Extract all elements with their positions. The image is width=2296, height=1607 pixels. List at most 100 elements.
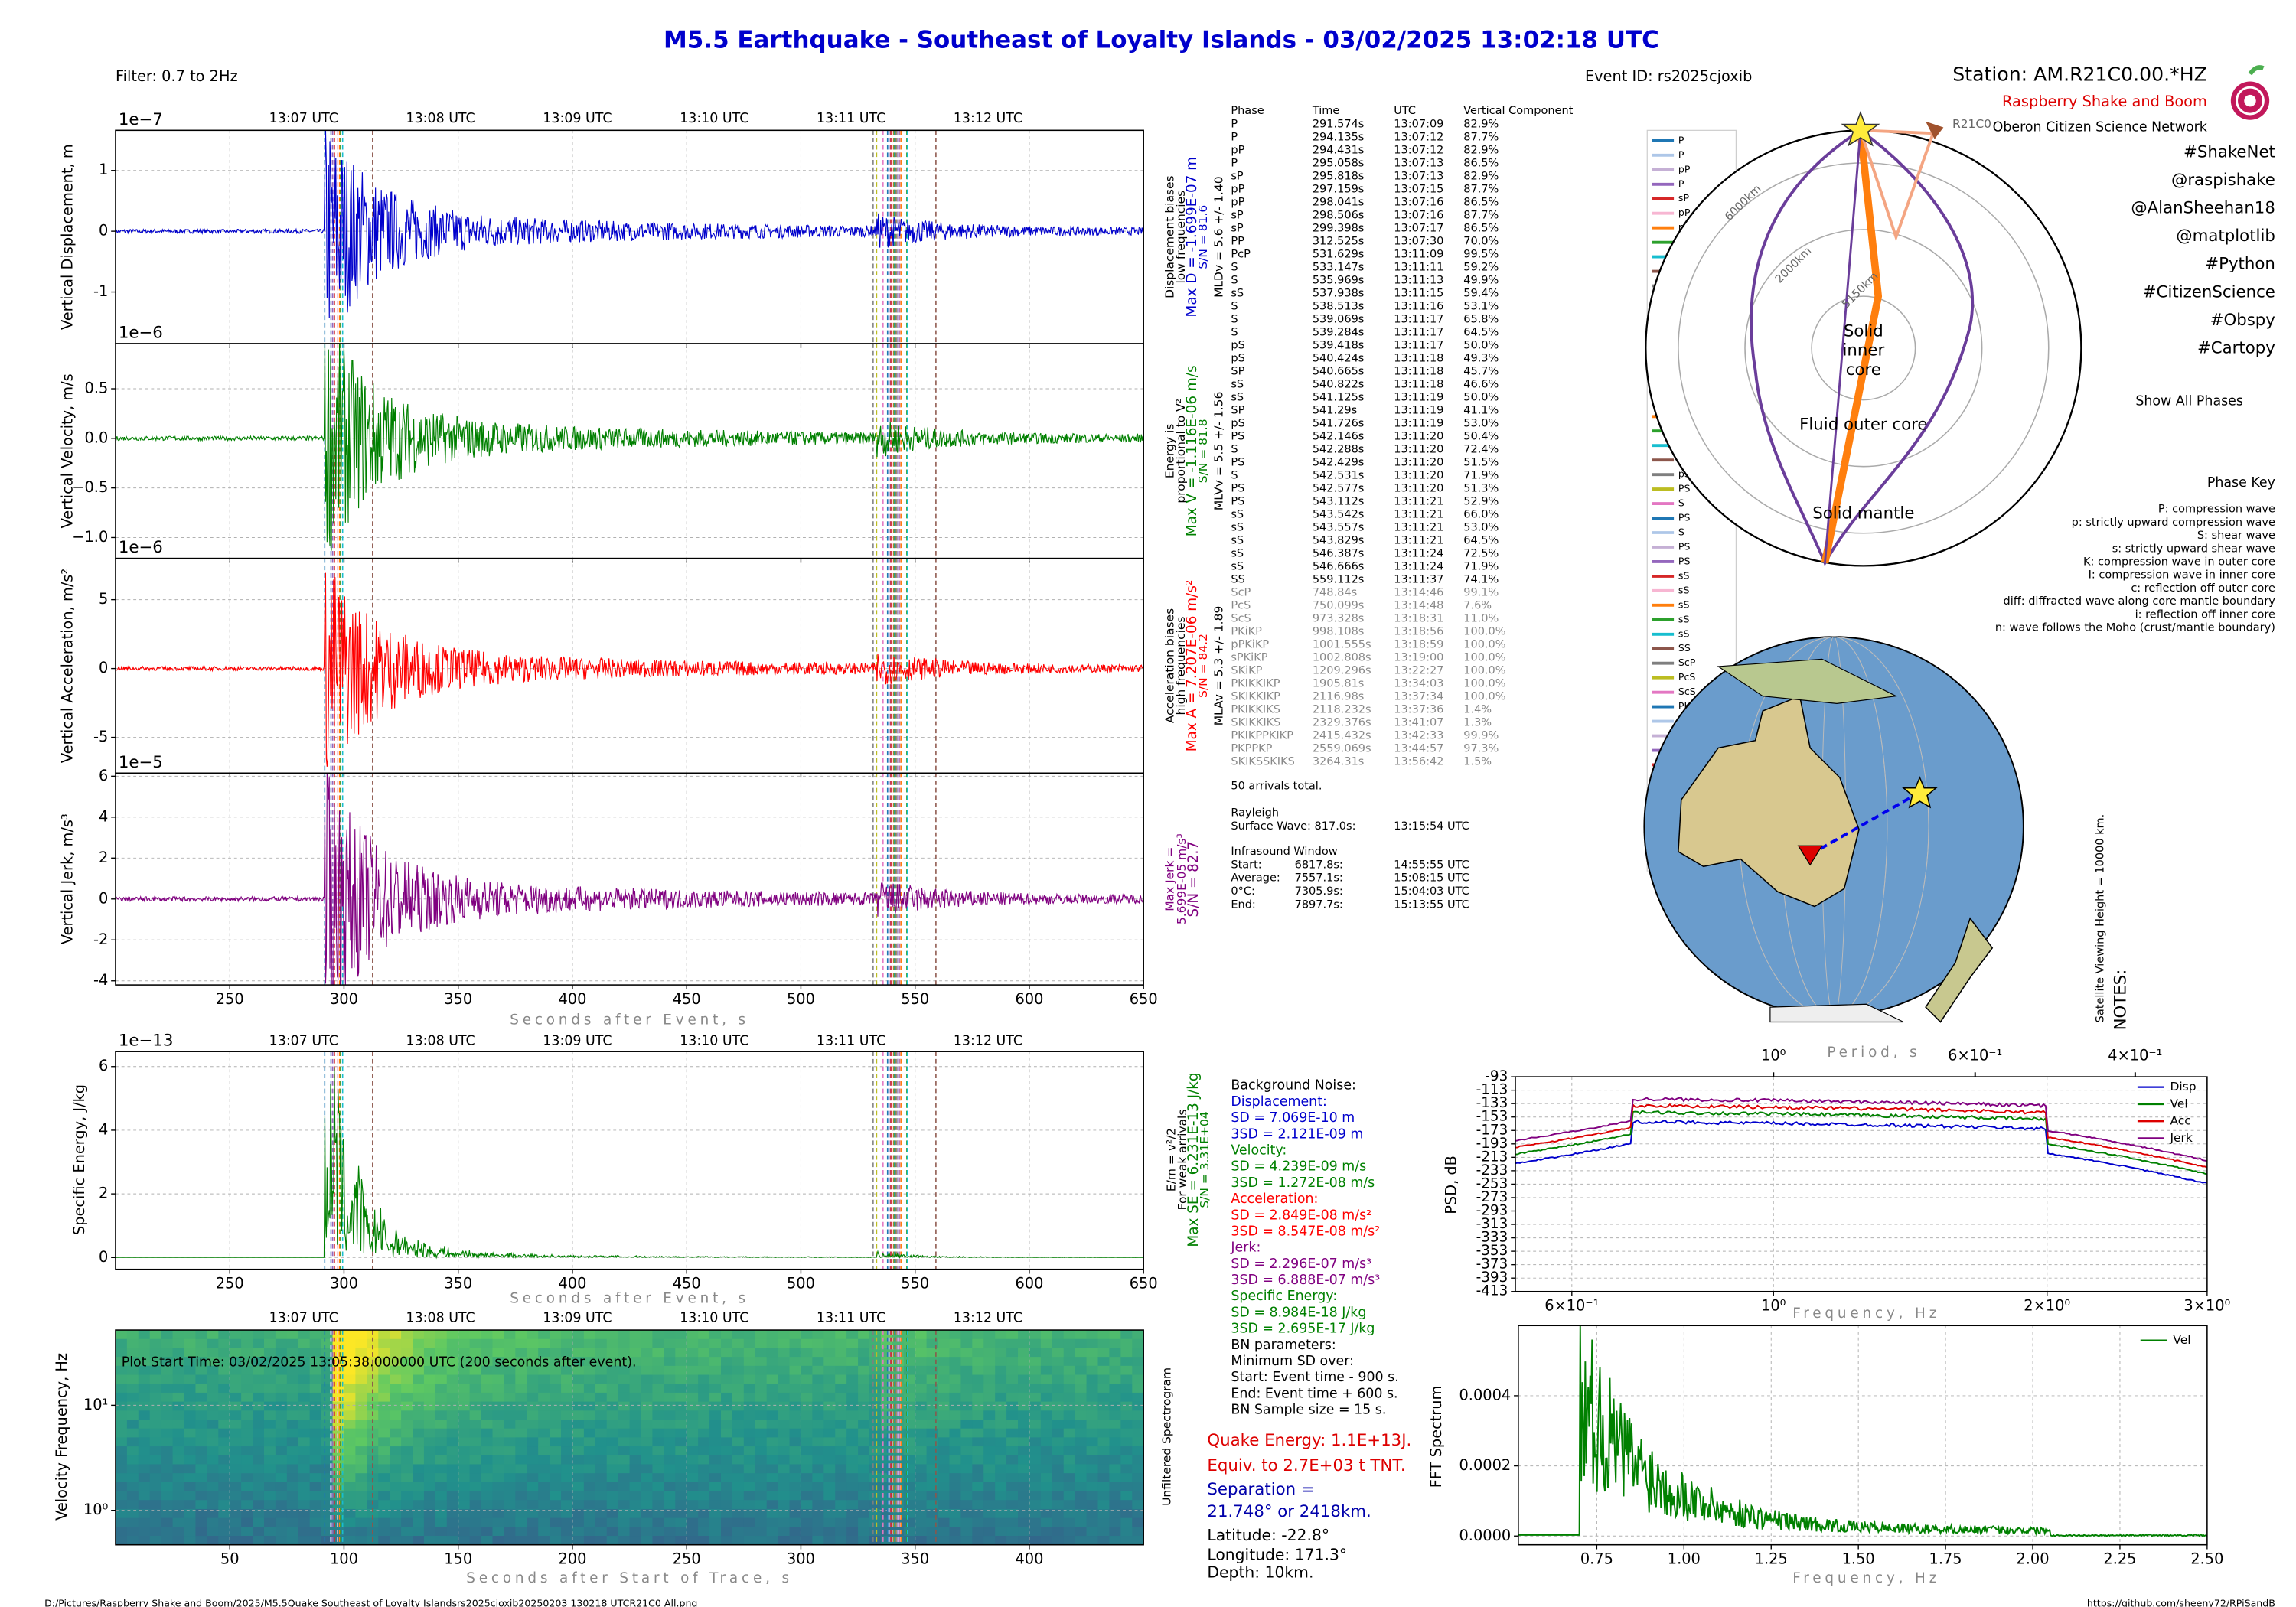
- spectrogram-cell: [720, 1491, 733, 1501]
- spectrogram-cell: [1086, 1455, 1099, 1465]
- spectrogram-cell: [538, 1446, 550, 1456]
- spectrogram-cell: [241, 1420, 253, 1429]
- spectrogram-cell: [515, 1491, 527, 1501]
- spectrogram-cell: [789, 1437, 802, 1447]
- table-cell: 1001.555s: [1313, 638, 1371, 650]
- spectrogram-cell: [458, 1446, 471, 1456]
- spectrogram-cell: [595, 1455, 608, 1465]
- spectrogram-cell: [469, 1464, 482, 1474]
- table-cell: 535.969s: [1313, 275, 1365, 287]
- table-cell: 542.429s: [1313, 456, 1365, 468]
- spectrogram-cell: [149, 1392, 162, 1403]
- spectrogram-cell: [1086, 1428, 1099, 1438]
- spectrogram-cell: [789, 1384, 802, 1393]
- spectrogram-cell: [207, 1338, 219, 1349]
- spectrogram-cell: [378, 1446, 390, 1456]
- spectrogram-cell: [149, 1420, 162, 1429]
- spectrogram-cell: [481, 1338, 494, 1349]
- spectrogram-cell: [823, 1464, 836, 1474]
- summary-line: 21.748° or 2418km.: [1207, 1502, 1371, 1521]
- spectrogram-cell: [126, 1473, 139, 1483]
- y-tick-label: 4: [99, 807, 108, 825]
- spectrogram-cell: [332, 1420, 345, 1429]
- spectrogram-cell: [378, 1357, 390, 1367]
- spectrogram-cell: [972, 1420, 984, 1429]
- spectrogram-cell: [275, 1348, 288, 1358]
- spectrogram-cell: [606, 1437, 619, 1447]
- spectrogram-cell: [253, 1491, 265, 1501]
- spectrogram-cell: [1120, 1357, 1133, 1367]
- spectrogram-cell: [778, 1330, 791, 1340]
- spectrogram-cell: [446, 1536, 459, 1546]
- spectrogram-cell: [286, 1338, 299, 1349]
- spectrogram-cell: [755, 1437, 768, 1447]
- spectrogram-cell: [995, 1437, 1007, 1447]
- spectrogram-cell: [446, 1527, 459, 1537]
- table-cell: 298.041s: [1313, 197, 1365, 209]
- spectrogram-cell: [469, 1437, 482, 1447]
- spectrogram-cell: [926, 1392, 939, 1403]
- spectrogram-cell: [413, 1455, 425, 1465]
- noise-line: SD = 2.849E-08 m/s²: [1231, 1208, 1371, 1223]
- spectrogram-cell: [606, 1401, 619, 1411]
- spectrogram-cell: [732, 1491, 745, 1501]
- spectrogram-cell: [332, 1446, 345, 1456]
- spectrogram-cell: [538, 1527, 550, 1537]
- table-cell: 297.159s: [1313, 184, 1365, 196]
- utc-tick-label: 13:07 UTC: [269, 1034, 338, 1049]
- spectrogram-cell: [286, 1482, 299, 1492]
- spectrogram-cell: [1018, 1357, 1030, 1367]
- x-tick-label: 10⁰: [1761, 1297, 1786, 1315]
- spectrogram-cell: [983, 1428, 996, 1438]
- y-tick-label: -353: [1476, 1243, 1508, 1259]
- spectrogram-cell: [983, 1330, 996, 1340]
- spectrogram-cell: [138, 1338, 151, 1349]
- spectrogram-cell: [1029, 1527, 1042, 1537]
- spectrogram-cell: [401, 1517, 413, 1527]
- spectrogram-cell: [687, 1428, 699, 1438]
- y-tick-label: 4: [99, 1120, 108, 1138]
- spectrogram-cell: [698, 1482, 710, 1492]
- spectrogram-cell: [561, 1491, 573, 1501]
- spectrogram-cell: [1109, 1384, 1121, 1393]
- spectrogram-cell: [115, 1491, 128, 1501]
- table-cell: 13:11:21: [1394, 534, 1443, 546]
- spectrogram-cell: [401, 1527, 413, 1537]
- x-tick-label: 100: [330, 1550, 358, 1568]
- spectrogram-cell: [115, 1473, 128, 1483]
- spectrogram-cell: [561, 1330, 573, 1340]
- spectrogram-cell: [286, 1491, 299, 1501]
- spectrogram-cell: [709, 1420, 722, 1429]
- spectrogram-cell: [664, 1384, 676, 1393]
- spectrogram-cell: [801, 1338, 813, 1349]
- spectrogram-cell: [149, 1446, 162, 1456]
- spectrogram-cell: [801, 1357, 813, 1367]
- spectrogram-cell: [1132, 1527, 1144, 1537]
- spectrogram-cell: [618, 1508, 631, 1519]
- spectrogram-cell: [641, 1348, 654, 1358]
- spectrogram-cell: [263, 1348, 276, 1358]
- spectrogram-cell: [618, 1330, 631, 1340]
- table-cell: 540.665s: [1313, 365, 1365, 377]
- spectrogram-cell: [309, 1527, 322, 1537]
- spectrogram-cell: [286, 1473, 299, 1483]
- spectrogram-cell: [903, 1455, 916, 1465]
- spectrogram-cell: [789, 1420, 802, 1429]
- spectrogram-cell: [378, 1491, 390, 1501]
- spectrogram-cell: [789, 1517, 802, 1527]
- spectrogram-cell: [709, 1527, 722, 1537]
- spectrogram-cell: [1052, 1455, 1065, 1465]
- spectrogram-cell: [241, 1410, 253, 1420]
- table-cell: sS: [1231, 547, 1244, 559]
- spectrogram-cell: [492, 1357, 504, 1367]
- spectrogram-cell: [949, 1384, 961, 1393]
- noise-line: BN parameters:: [1231, 1338, 1336, 1353]
- spectrogram-cell: [732, 1392, 745, 1403]
- spectrogram-cell: [812, 1357, 824, 1367]
- table-cell: 13:11:20: [1394, 469, 1443, 481]
- spectrogram-cell: [618, 1428, 631, 1438]
- spectrogram-cell: [732, 1473, 745, 1483]
- spectrogram-cell: [801, 1365, 813, 1376]
- spectrogram-cell: [606, 1392, 619, 1403]
- spectrogram-cell: [550, 1338, 562, 1349]
